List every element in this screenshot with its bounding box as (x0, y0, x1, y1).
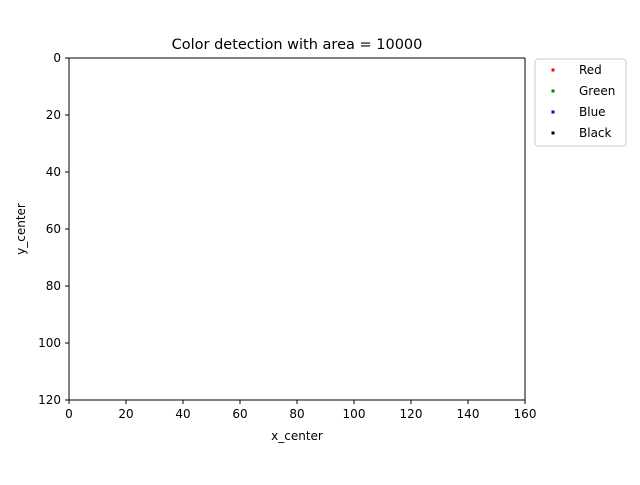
x-tick-label: 40 (175, 407, 190, 421)
legend-label: Blue (579, 105, 606, 119)
y-tick-label: 40 (46, 165, 61, 179)
legend: Red Green Blue Black (534, 58, 627, 147)
x-axis: 0 20 40 60 80 100 120 140 160 (65, 400, 536, 421)
legend-frame (534, 58, 627, 147)
legend-marker (551, 110, 555, 114)
legend-marker (551, 89, 555, 93)
legend-label: Black (579, 126, 612, 140)
x-axis-label: x_center (271, 429, 323, 443)
x-tick-label: 140 (457, 407, 480, 421)
legend-label: Red (579, 63, 602, 77)
plot-area (69, 58, 525, 400)
x-tick-label: 120 (400, 407, 423, 421)
legend-label: Green (579, 84, 615, 98)
y-axis-label: y_center (14, 203, 28, 255)
x-tick-label: 100 (343, 407, 366, 421)
y-tick-label: 80 (46, 279, 61, 293)
x-tick-label: 80 (289, 407, 304, 421)
x-tick-label: 60 (232, 407, 247, 421)
x-tick-label: 20 (118, 407, 133, 421)
y-axis: 0 20 40 60 80 100 120 (38, 51, 69, 407)
y-tick-label: 60 (46, 222, 61, 236)
legend-marker (551, 131, 555, 135)
y-tick-label: 20 (46, 108, 61, 122)
y-tick-label: 0 (53, 51, 61, 65)
axes-background (69, 58, 525, 400)
x-tick-label: 160 (514, 407, 537, 421)
legend-marker (551, 68, 555, 72)
x-tick-label: 0 (65, 407, 73, 421)
chart-title: Color detection with area = 10000 (172, 37, 423, 53)
y-tick-label: 120 (38, 393, 61, 407)
axes-frame (68, 57, 526, 401)
y-tick-label: 100 (38, 336, 61, 350)
